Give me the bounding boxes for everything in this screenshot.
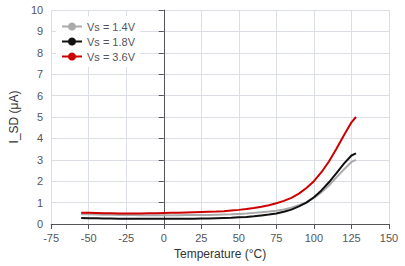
svg-text:2: 2 [37, 175, 43, 187]
svg-text:-25: -25 [118, 232, 134, 244]
svg-text:Vs = 3.6V: Vs = 3.6V [87, 51, 136, 63]
svg-text:6: 6 [37, 90, 43, 102]
svg-text:0: 0 [161, 232, 167, 244]
svg-text:150: 150 [380, 232, 398, 244]
svg-text:1: 1 [37, 197, 43, 209]
svg-text:10: 10 [31, 4, 43, 16]
svg-text:I_SD (μA): I_SD (μA) [7, 91, 21, 144]
svg-text:25: 25 [195, 232, 207, 244]
svg-text:Vs = 1.8V: Vs = 1.8V [87, 36, 136, 48]
svg-text:3: 3 [37, 154, 43, 166]
svg-text:75: 75 [270, 232, 282, 244]
svg-text:125: 125 [342, 232, 360, 244]
svg-text:50: 50 [233, 232, 245, 244]
svg-text:7: 7 [37, 68, 43, 80]
svg-text:Vs = 1.4V: Vs = 1.4V [87, 21, 136, 33]
svg-text:8: 8 [37, 47, 43, 59]
svg-text:0: 0 [37, 218, 43, 230]
svg-text:4: 4 [37, 132, 43, 144]
svg-text:5: 5 [37, 111, 43, 123]
svg-text:100: 100 [305, 232, 323, 244]
svg-text:Temperature (°C): Temperature (°C) [174, 247, 266, 261]
svg-text:9: 9 [37, 25, 43, 37]
svg-text:-50: -50 [81, 232, 97, 244]
svg-text:-75: -75 [43, 232, 59, 244]
